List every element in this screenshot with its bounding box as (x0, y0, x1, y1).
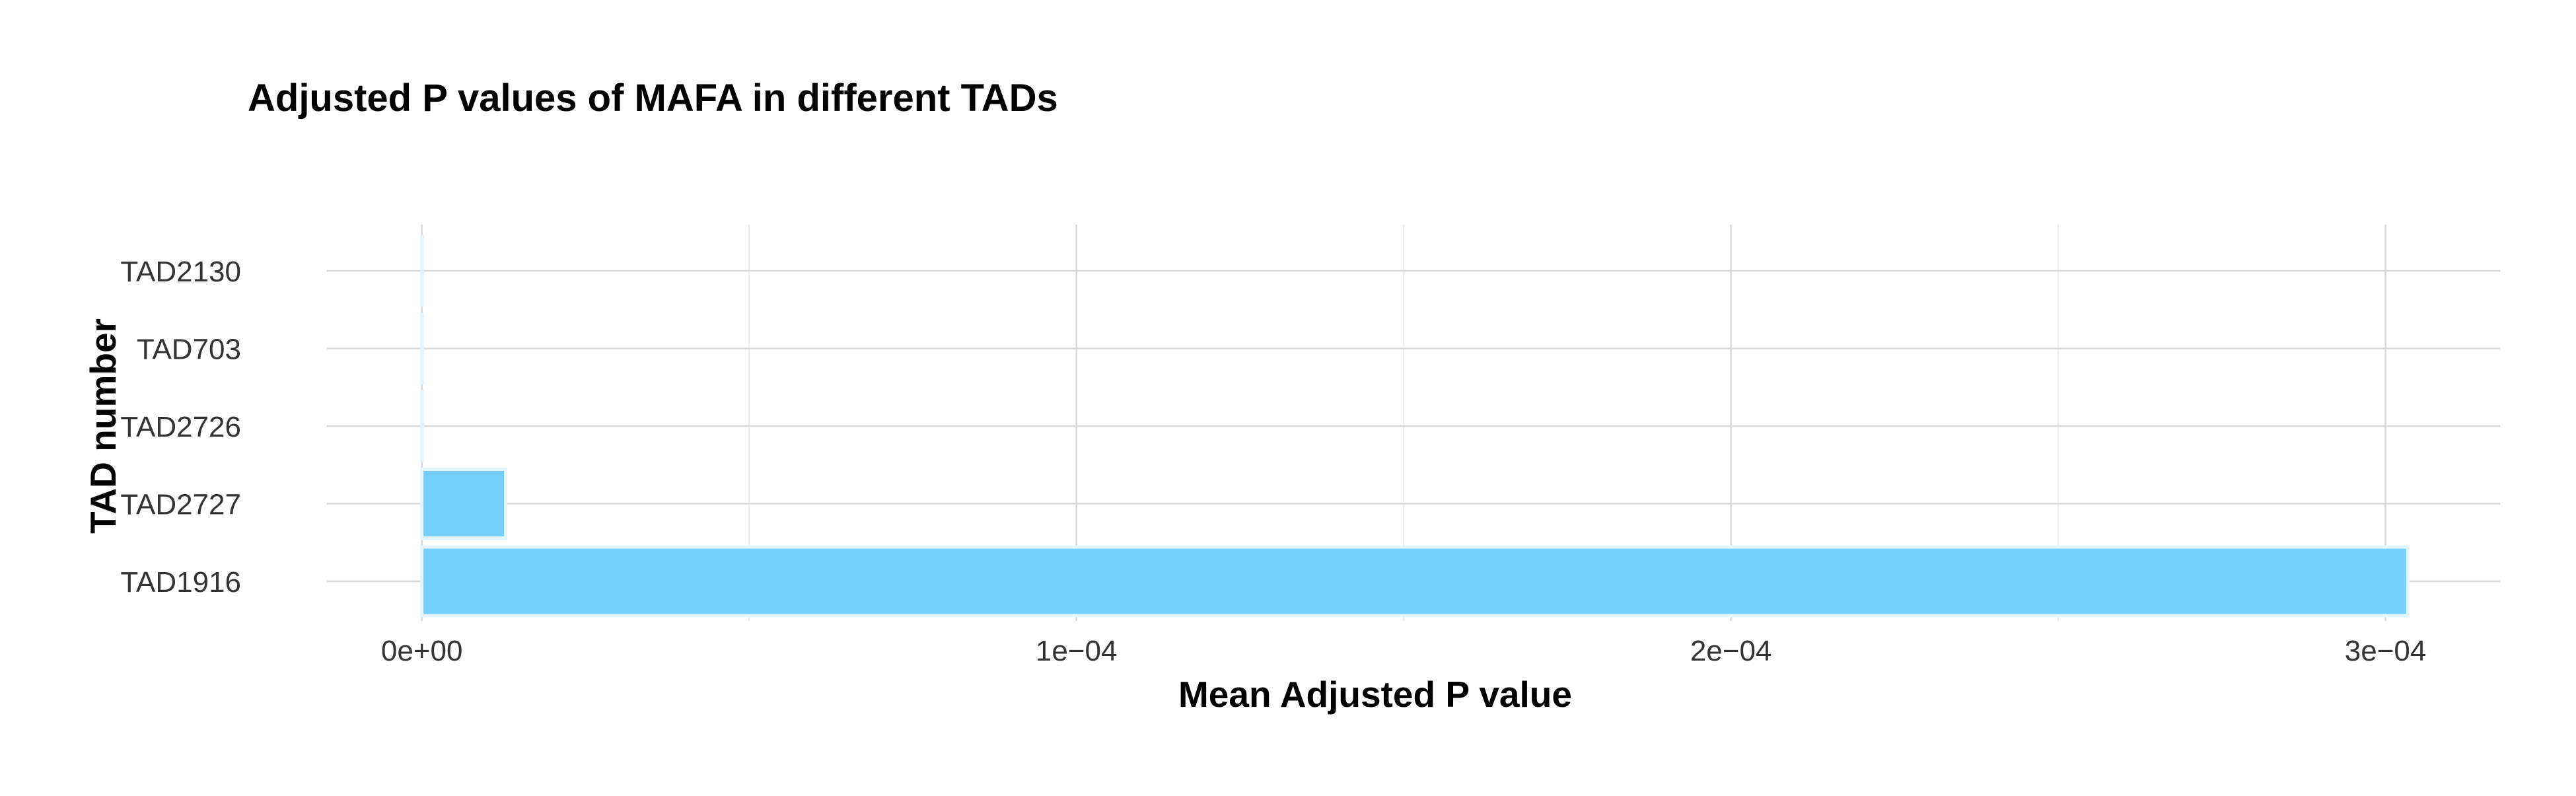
y-tick-label: TAD2130 (120, 256, 241, 288)
y-axis-ticks: TAD2130 TAD703 TAD2726 TAD2727 TAD1916 (120, 256, 241, 598)
bar-tad703 (420, 312, 424, 384)
y-tick-label: TAD703 (137, 334, 241, 366)
x-axis-ticks: 0e+00 1e−04 2e−04 3e−04 (381, 635, 2426, 667)
bars (420, 235, 2410, 618)
bar-tad1916 (420, 545, 2410, 618)
bar-tad2130 (420, 235, 424, 307)
bar-tad2727 (420, 468, 508, 540)
y-tick-label: TAD2727 (120, 489, 241, 521)
x-axis-title: Mean Adjusted P value (1178, 674, 1572, 715)
bar-tad2726 (420, 390, 424, 462)
y-tick-label: TAD2726 (120, 411, 241, 443)
x-tick-label: 0e+00 (381, 635, 463, 667)
x-tick-label: 3e−04 (2345, 635, 2427, 667)
x-tick-label: 2e−04 (1690, 635, 1772, 667)
y-axis-title: TAD number (83, 318, 124, 534)
y-tick-label: TAD1916 (120, 566, 241, 598)
x-tick-label: 1e−04 (1036, 635, 1118, 667)
chart-title: Adjusted P values of MAFA in different T… (248, 77, 1058, 120)
